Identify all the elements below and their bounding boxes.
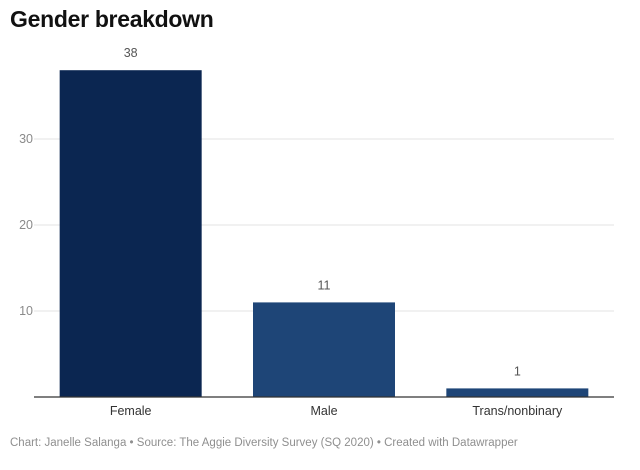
data-label: 11 [318,278,331,292]
y-tick-label: 30 [19,132,33,146]
y-tick-label: 20 [19,218,33,232]
y-tick-label: 10 [19,304,33,318]
bar [59,70,202,397]
x-category-label: Female [110,404,152,418]
chart-title: Gender breakdown [10,6,214,32]
bar [446,388,589,397]
bar [253,302,395,397]
bar-chart: 10 20 30 38 Female 11 Male 1 Trans/nonbinary [19,46,614,418]
data-label: 38 [124,46,138,60]
chart-credit-footer: Chart: Janelle Salanga • Source: The Agg… [10,437,518,449]
x-category-label: Trans/nonbinary [472,404,563,418]
data-label: 1 [514,364,521,378]
x-category-label: Male [310,404,337,418]
